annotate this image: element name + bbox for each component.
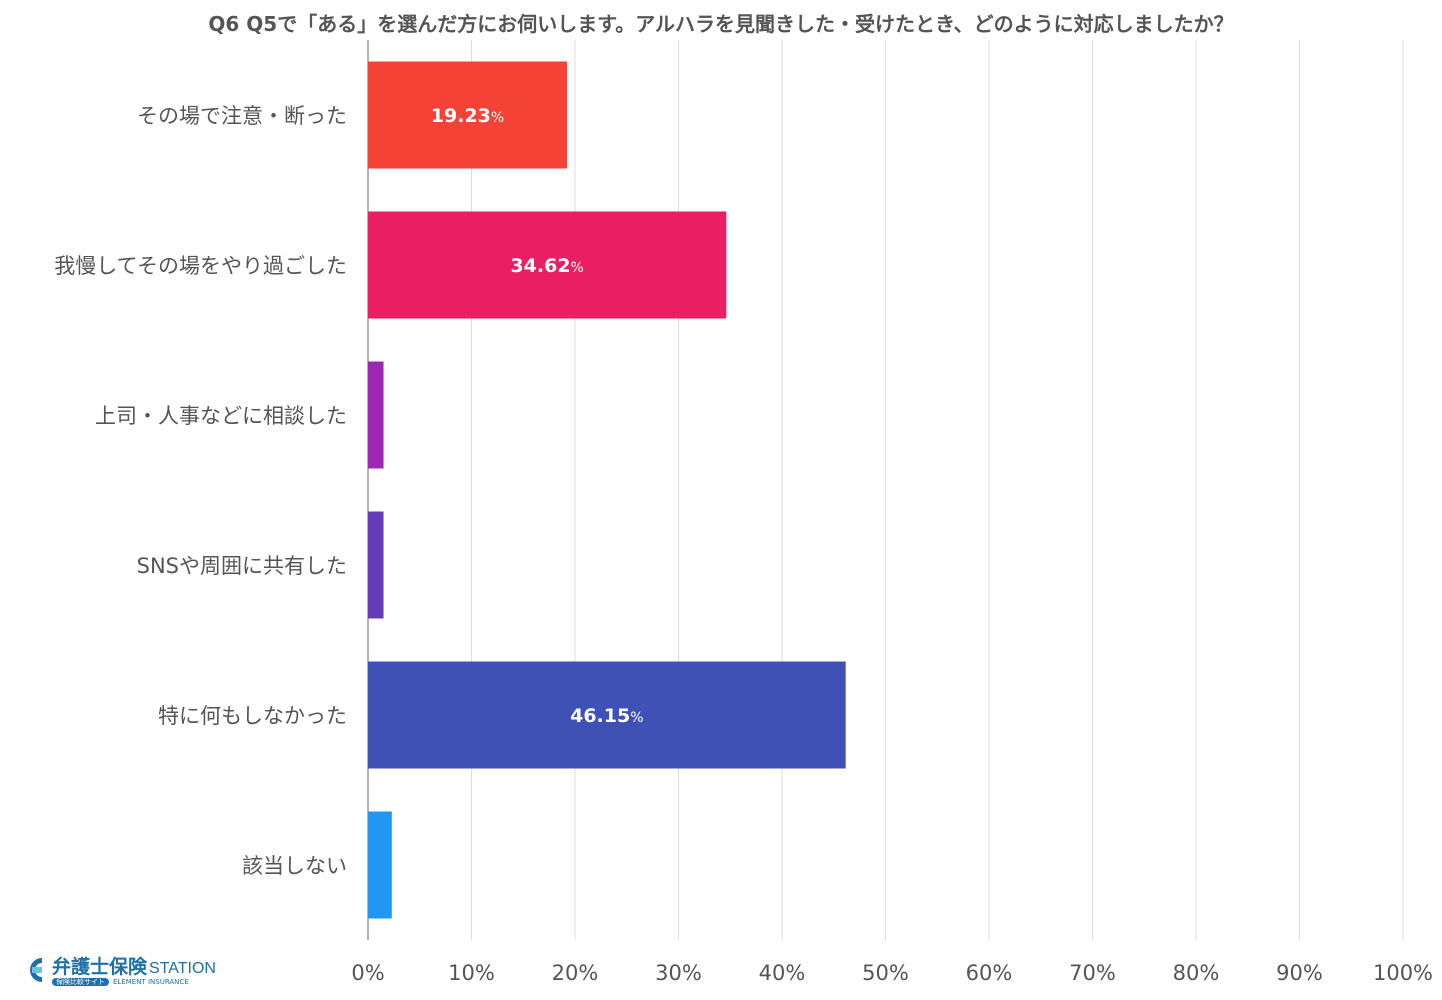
category-label: SNSや周囲に共有した: [137, 554, 347, 578]
x-tick-label: 60%: [966, 961, 1013, 985]
logo-mark-icon: [30, 958, 42, 982]
x-tick-label: 80%: [1173, 961, 1220, 985]
bar-value-label: 19.23%: [431, 105, 504, 127]
bar-value-label: 46.15%: [570, 705, 643, 727]
x-tick-label: 0%: [351, 961, 384, 985]
x-tick-label: 30%: [655, 961, 702, 985]
x-tick-label: 10%: [448, 961, 495, 985]
bar: [368, 511, 384, 619]
category-label: 該当しない: [242, 854, 347, 878]
logo-tag: 保険比較サイト: [52, 978, 109, 986]
bars: 19.23% 34.62% 46.15%: [368, 61, 846, 919]
brand-logo: 弁護士保険 STATION 保険比較サイト ELEMENT INSURANCE: [22, 952, 232, 990]
x-tick-label: 50%: [862, 961, 909, 985]
x-tick-label: 40%: [759, 961, 806, 985]
category-label: 上司・人事などに相談した: [95, 404, 347, 428]
chart-title: Q6 Q5で「ある」を選んだ方にお伺いします。アルハラを見聞きした・受けたとき、…: [208, 12, 1234, 36]
bar: [368, 661, 846, 769]
bar: [368, 61, 568, 169]
category-label: 特に何もしなかった: [158, 704, 347, 728]
x-tick-label: 100%: [1373, 961, 1433, 985]
x-tick-label: 70%: [1069, 961, 1116, 985]
logo-main-text: 弁護士保険: [52, 956, 148, 978]
bar: [368, 211, 727, 319]
bar: [368, 811, 392, 919]
category-label: その場で注意・断った: [137, 104, 347, 128]
bar-value-label: 34.62%: [510, 255, 583, 277]
x-tick-label: 90%: [1276, 961, 1323, 985]
bar: [368, 361, 384, 469]
x-tick-label: 20%: [552, 961, 599, 985]
logo-sub-text: ELEMENT INSURANCE: [113, 978, 189, 986]
category-label: 我慢してその場をやり過ごした: [54, 254, 347, 278]
axis-tick-labels: 0% 10% 20% 30% 40% 50% 60% 70% 80% 90% 100%: [351, 961, 1433, 985]
gridlines: [367, 40, 1404, 940]
logo-station-text: STATION: [149, 960, 216, 977]
